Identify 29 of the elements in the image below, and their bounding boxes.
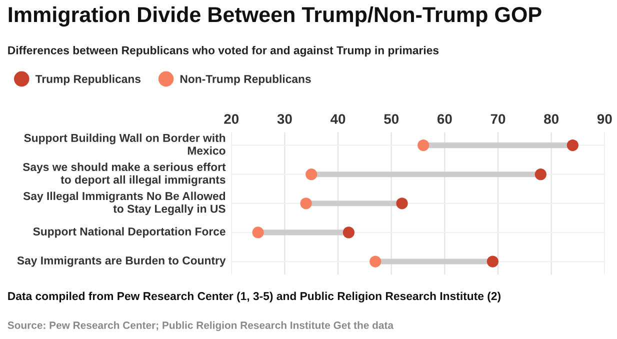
point xyxy=(342,226,355,238)
chart-title: Immigration Divide Between Trump/Non-Trump GOP xyxy=(8,6,542,27)
x-tick-label: 90 xyxy=(597,114,612,124)
chart-subtitle: Differences between Republicans who voted for and against Trump in primaries xyxy=(8,46,439,57)
point xyxy=(566,139,578,152)
x-tick-label: 80 xyxy=(544,114,558,124)
point xyxy=(370,256,382,268)
y-tick-label: Say Immigrants are Burden to Country xyxy=(17,256,226,267)
legend-label: Non-Trump Republicans xyxy=(180,74,311,86)
x-tick-label: 50 xyxy=(384,114,399,124)
x-tick-label: 40 xyxy=(330,114,346,124)
point xyxy=(300,198,312,210)
y-tick-label: Support National Deportation Force xyxy=(33,227,226,238)
point xyxy=(252,226,264,238)
x-tick-label: 60 xyxy=(437,114,452,124)
source-note: Source: Pew Research Center; Public Religion Research Institute Get the data xyxy=(8,321,394,332)
text: Data compiled from Pew Research Center (1, 3-5) and Public Religion Research Institute (2) xyxy=(8,292,500,302)
y-tick-label: Say Illegal Immigrants No Be Allowed to Stay Legally in US xyxy=(23,192,226,216)
x-tick-label: 70 xyxy=(490,114,506,124)
y-tick-label: Says we should make a serious effort to deport all illegal immigrants xyxy=(22,162,226,186)
legend-label: Trump Republicans xyxy=(35,74,141,86)
x-tick-label: 20 xyxy=(224,114,239,124)
x-tick-label: 30 xyxy=(277,114,292,124)
y-tick-label: Support Building Wall on Border with Mexico xyxy=(24,134,226,155)
point xyxy=(486,256,498,268)
point xyxy=(534,168,546,180)
point xyxy=(396,198,408,210)
point xyxy=(306,168,318,180)
point xyxy=(418,139,430,152)
